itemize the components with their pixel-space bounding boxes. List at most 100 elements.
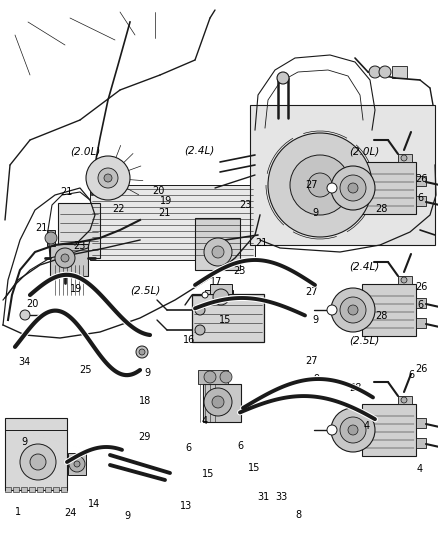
Bar <box>61 487 67 492</box>
Bar <box>5 418 67 490</box>
Text: 15: 15 <box>248 463 260 473</box>
Circle shape <box>339 417 365 443</box>
Bar <box>397 396 411 404</box>
Text: 15: 15 <box>202 470 214 479</box>
Text: 28: 28 <box>374 204 386 214</box>
Circle shape <box>339 175 365 201</box>
Text: 17: 17 <box>209 278 222 287</box>
Text: 26: 26 <box>414 364 427 374</box>
Circle shape <box>212 289 229 305</box>
Bar <box>194 218 240 270</box>
Circle shape <box>347 425 357 435</box>
Circle shape <box>347 183 357 193</box>
Text: 9: 9 <box>144 368 150 378</box>
Text: 16: 16 <box>182 335 194 345</box>
Bar <box>68 453 86 475</box>
Text: 23: 23 <box>73 241 85 251</box>
Circle shape <box>98 168 118 188</box>
Text: 4: 4 <box>415 464 421 474</box>
Circle shape <box>212 246 223 258</box>
Text: (2.0L): (2.0L) <box>349 147 378 157</box>
Text: 22: 22 <box>112 204 124 214</box>
Bar <box>391 66 406 78</box>
Text: (2.5L): (2.5L) <box>349 335 378 345</box>
Text: 18: 18 <box>138 396 151 406</box>
Text: 4: 4 <box>201 416 207 426</box>
Bar <box>191 294 263 342</box>
Text: 8: 8 <box>295 510 301 520</box>
Bar <box>397 154 411 162</box>
Bar <box>361 284 415 336</box>
Text: 1: 1 <box>14 507 21 516</box>
Text: 26: 26 <box>414 282 427 292</box>
Text: 9: 9 <box>124 511 130 521</box>
Bar <box>198 370 227 384</box>
Text: 6: 6 <box>417 300 423 310</box>
Text: (2.5L): (2.5L) <box>130 286 159 295</box>
Circle shape <box>55 248 75 268</box>
Circle shape <box>347 305 357 315</box>
Bar <box>45 487 51 492</box>
Circle shape <box>194 305 205 315</box>
Circle shape <box>61 254 69 262</box>
Circle shape <box>104 174 112 182</box>
Text: 28: 28 <box>349 383 361 393</box>
Text: (2.0L): (2.0L) <box>71 147 100 157</box>
Text: 6: 6 <box>237 441 243 450</box>
Circle shape <box>326 183 336 193</box>
Bar <box>37 487 43 492</box>
Circle shape <box>330 288 374 332</box>
Text: 9: 9 <box>312 375 318 384</box>
Bar <box>361 404 415 456</box>
Text: 4: 4 <box>363 422 369 431</box>
Circle shape <box>326 305 336 315</box>
Text: 6: 6 <box>185 443 191 453</box>
Text: 27: 27 <box>305 181 317 190</box>
Bar <box>249 105 434 245</box>
Bar <box>205 290 233 308</box>
Bar <box>397 276 411 284</box>
Circle shape <box>204 371 215 383</box>
Text: 21: 21 <box>254 238 267 247</box>
Text: 6: 6 <box>417 193 423 203</box>
Text: 27: 27 <box>305 287 317 297</box>
Text: 21: 21 <box>35 223 48 233</box>
Bar <box>209 284 231 294</box>
Bar <box>415 418 425 428</box>
Bar <box>361 162 415 214</box>
Circle shape <box>368 66 380 78</box>
Text: 19: 19 <box>159 197 172 206</box>
Text: 31: 31 <box>257 492 269 502</box>
Circle shape <box>307 173 331 197</box>
Circle shape <box>330 408 374 452</box>
Circle shape <box>400 397 406 403</box>
Circle shape <box>330 166 374 210</box>
Circle shape <box>290 155 349 215</box>
Circle shape <box>20 444 56 480</box>
Text: (2.4L): (2.4L) <box>184 146 213 155</box>
Bar <box>90 185 254 260</box>
Bar <box>21 487 27 492</box>
Text: 25: 25 <box>79 366 92 375</box>
Circle shape <box>136 346 148 358</box>
Text: 29: 29 <box>138 432 151 442</box>
Text: 26: 26 <box>414 174 427 183</box>
Text: 13: 13 <box>180 502 192 511</box>
Bar <box>415 298 425 308</box>
Circle shape <box>20 310 30 320</box>
Bar <box>415 318 425 328</box>
Circle shape <box>69 456 85 472</box>
Circle shape <box>74 461 80 467</box>
Text: 27: 27 <box>305 357 317 366</box>
Text: 6: 6 <box>408 370 414 380</box>
Text: 14: 14 <box>88 499 100 508</box>
Text: 20: 20 <box>27 299 39 309</box>
Bar <box>53 487 59 492</box>
Text: 23: 23 <box>238 200 251 210</box>
Text: 20: 20 <box>152 186 164 196</box>
Text: (2.4L): (2.4L) <box>349 262 378 271</box>
Circle shape <box>45 232 57 244</box>
Bar <box>202 384 240 422</box>
Bar <box>58 203 100 258</box>
Bar <box>415 196 425 206</box>
